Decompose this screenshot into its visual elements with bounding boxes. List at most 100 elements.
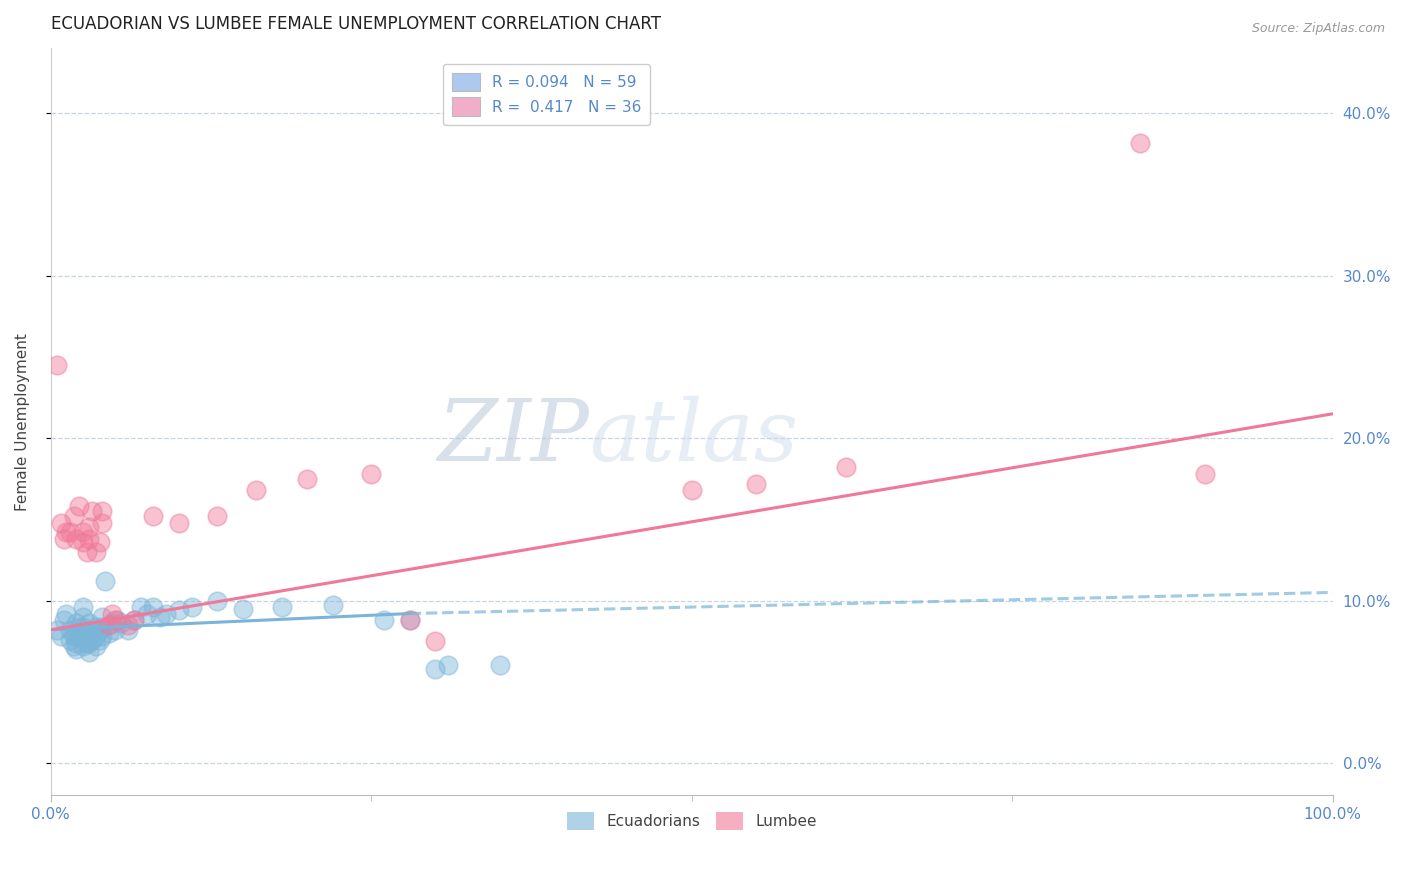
Point: [46, 358, 69, 372]
Point: [80, 504, 103, 518]
Point: [63, 509, 86, 524]
Text: ZIP: ZIP: [437, 395, 589, 478]
Point: [360, 467, 382, 481]
Point: [80, 632, 103, 647]
Point: [84, 639, 107, 653]
Point: [67, 629, 90, 643]
Point: [72, 619, 94, 633]
Point: [398, 613, 420, 627]
Point: [681, 483, 703, 497]
Point: [104, 623, 127, 637]
Point: [437, 658, 460, 673]
Point: [89, 632, 111, 647]
Point: [1194, 467, 1216, 481]
Point: [84, 629, 107, 643]
Point: [97, 618, 120, 632]
Point: [65, 616, 87, 631]
Point: [97, 626, 120, 640]
Point: [425, 634, 447, 648]
Point: [76, 636, 98, 650]
Point: [322, 599, 344, 613]
Point: [122, 613, 145, 627]
Point: [117, 618, 139, 632]
Point: [1129, 136, 1152, 150]
Point: [167, 516, 190, 530]
Point: [142, 600, 165, 615]
Point: [79, 520, 101, 534]
Point: [142, 509, 165, 524]
Point: [398, 613, 420, 627]
Point: [245, 483, 267, 497]
Point: [297, 472, 319, 486]
Point: [79, 532, 101, 546]
Text: atlas: atlas: [589, 395, 799, 478]
Point: [76, 626, 98, 640]
Point: [49, 629, 72, 643]
Point: [373, 613, 395, 627]
Point: [207, 509, 229, 524]
Text: ECUADORIAN VS LUMBEE FEMALE UNEMPLOYMENT CORRELATION CHART: ECUADORIAN VS LUMBEE FEMALE UNEMPLOYMENT…: [51, 15, 661, 33]
Point: [91, 609, 114, 624]
Point: [89, 623, 111, 637]
Point: [91, 516, 114, 530]
Point: [72, 600, 94, 615]
Point: [67, 500, 90, 514]
Point: [79, 636, 101, 650]
Point: [104, 613, 127, 627]
Point: [91, 629, 114, 643]
Point: [76, 545, 98, 559]
Y-axis label: Female Unemployment: Female Unemployment: [15, 333, 30, 511]
Point: [149, 609, 172, 624]
Point: [91, 619, 114, 633]
Text: Source: ZipAtlas.com: Source: ZipAtlas.com: [1251, 22, 1385, 36]
Point: [59, 632, 82, 647]
Point: [101, 616, 124, 631]
Point: [65, 642, 87, 657]
Point: [136, 607, 159, 621]
Point: [52, 532, 75, 546]
Point: [49, 516, 72, 530]
Point: [180, 600, 202, 615]
Point: [65, 626, 87, 640]
Point: [425, 662, 447, 676]
Point: [107, 613, 129, 627]
Point: [67, 619, 90, 633]
Point: [122, 613, 145, 627]
Point: [488, 658, 510, 673]
Point: [101, 607, 124, 621]
Point: [72, 535, 94, 549]
Point: [207, 593, 229, 607]
Point: [55, 607, 77, 621]
Point: [79, 616, 101, 631]
Point: [834, 460, 856, 475]
Point: [155, 607, 177, 621]
Point: [72, 639, 94, 653]
Point: [65, 636, 87, 650]
Point: [129, 600, 152, 615]
Point: [91, 504, 114, 518]
Legend: Ecuadorians, Lumbee: Ecuadorians, Lumbee: [561, 805, 823, 837]
Point: [80, 623, 103, 637]
Point: [72, 525, 94, 540]
Point: [117, 623, 139, 637]
Point: [84, 545, 107, 559]
Point: [84, 619, 107, 633]
Point: [72, 609, 94, 624]
Point: [79, 626, 101, 640]
Point: [72, 629, 94, 643]
Point: [93, 574, 115, 588]
Point: [167, 603, 190, 617]
Point: [55, 525, 77, 540]
Point: [110, 616, 132, 631]
Point: [59, 525, 82, 540]
Point: [79, 646, 101, 660]
Point: [63, 639, 86, 653]
Point: [270, 600, 292, 615]
Point: [232, 601, 254, 615]
Point: [745, 476, 768, 491]
Point: [89, 535, 111, 549]
Point: [46, 623, 69, 637]
Point: [59, 623, 82, 637]
Point: [52, 613, 75, 627]
Point: [63, 629, 86, 643]
